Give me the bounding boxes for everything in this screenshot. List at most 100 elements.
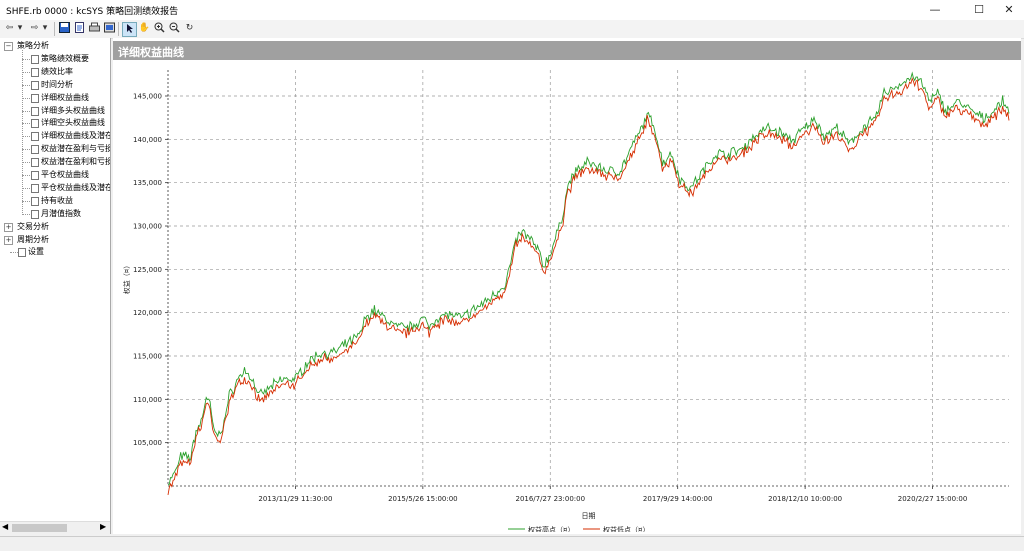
tree-item[interactable]: 权益潜在盈利和亏损 <box>41 157 111 167</box>
tree-item[interactable]: 权益潜在盈利与亏损 <box>41 144 111 154</box>
analysis-tree: − 策略分析策略绩效概要 绩效比率时间分析详细权益曲线详细多头权益曲线 详细空头权益曲… <box>0 38 111 534</box>
report-page-icon <box>31 183 39 193</box>
tree-item[interactable]: 时间分析 <box>41 79 73 89</box>
export-icon[interactable] <box>73 22 86 35</box>
y-tick-label: 140,000 <box>133 136 162 144</box>
y-tick-label: 130,000 <box>133 223 162 231</box>
tree-expander-icon[interactable]: + <box>4 222 13 232</box>
chart-panel: 详细权益曲线 105,000 110,000 115,000 120,000 125,0… <box>113 38 1021 534</box>
maximize-button[interactable]: ☐ <box>974 3 984 16</box>
tree-item[interactable]: 平仓权益曲线 <box>41 170 89 179</box>
chart-header: 详细权益曲线 <box>113 41 1021 60</box>
zoom-out-icon[interactable] <box>168 22 181 35</box>
tree-item-settings[interactable]: 设置 <box>28 247 44 257</box>
tree-expander-icon[interactable]: + <box>4 235 13 245</box>
y-tick-label: 105,000 <box>133 439 162 447</box>
tree-item[interactable]: 绩效比率 <box>41 66 73 76</box>
tree-connector <box>22 58 30 60</box>
tree-expander-icon[interactable]: − <box>4 42 13 51</box>
tree-horizontal-scrollbar[interactable]: ◀ ▶ <box>0 521 110 534</box>
tree-connector <box>22 84 30 86</box>
plot-area <box>168 70 1009 486</box>
tree-connector <box>22 200 30 202</box>
report-page-icon <box>31 171 39 180</box>
minimize-button[interactable]: — <box>929 3 941 16</box>
scroll-thumb[interactable] <box>12 524 67 532</box>
status-bar <box>0 536 1024 551</box>
y-tick-label: 135,000 <box>133 179 162 187</box>
scroll-left-icon[interactable]: ◀ <box>2 522 9 531</box>
report-page-icon <box>31 196 39 206</box>
save-icon[interactable] <box>58 22 71 35</box>
scroll-right-icon[interactable]: ▶ <box>100 522 107 531</box>
y-tick-label: 110,000 <box>133 396 162 404</box>
y-tick-label: 120,000 <box>133 309 162 317</box>
tree-item[interactable]: 详细多头权益曲线 <box>41 105 105 115</box>
tree-item[interactable]: 月潜值指数 <box>41 208 81 218</box>
back-icon[interactable]: ⇦ <box>5 23 14 33</box>
tree-connector <box>10 252 18 254</box>
dropdown-icon[interactable]: ▾ <box>17 23 23 33</box>
y-tick-label: 145,000 <box>133 93 162 101</box>
y-tick-label: 115,000 <box>133 353 162 361</box>
x-tick-label: 2013/11/29 11:30:00 <box>258 495 332 503</box>
title-bar: SHFE.rb 0000 : kcSYS 策略回测绩效报告 — ☐ ✕ <box>0 0 1024 20</box>
report-page-icon <box>31 145 39 155</box>
report-page-icon <box>31 158 39 168</box>
tree-connector <box>22 162 30 164</box>
report-page-icon <box>31 209 39 219</box>
hand-icon[interactable]: ✋ <box>138 23 151 33</box>
tree-connector <box>22 110 30 112</box>
x-tick-label: 2018/12/10 10:00:00 <box>768 495 842 503</box>
pointer-icon[interactable] <box>122 22 137 37</box>
report-page-icon <box>31 106 39 116</box>
tree-connector <box>22 123 30 125</box>
report-page-icon <box>31 132 39 142</box>
legend-label-high: 权益高点（¤） <box>528 525 574 532</box>
report-page-icon <box>31 67 39 77</box>
reset-icon[interactable]: ↻ <box>185 23 194 33</box>
tree-item[interactable]: 策略绩效概要 <box>41 53 89 63</box>
tree-connector <box>22 50 23 215</box>
tree-item[interactable]: 详细空头权益曲线 <box>41 118 105 128</box>
series-line-low <box>167 77 1010 495</box>
print-icon[interactable] <box>88 22 101 35</box>
x-tick-label: 2016/7/27 23:00:00 <box>515 495 585 503</box>
tree-connector <box>22 136 30 138</box>
close-button[interactable]: ✕ <box>1004 3 1014 16</box>
tree-connector <box>22 175 30 176</box>
tree-item[interactable]: 持有收益 <box>41 195 73 205</box>
toolbar-separator <box>54 22 55 36</box>
x-tick-label: 2020/2/27 15:00:00 <box>898 495 968 503</box>
settings-page-icon <box>18 248 26 258</box>
tree-connector <box>22 97 30 99</box>
report-page-icon <box>31 54 39 64</box>
toolbar: ⇦ ▾ ⇨ ▾ ✋ ↻ <box>0 20 1024 39</box>
y-tick-label: 125,000 <box>133 266 162 274</box>
x-tick-label: 2015/5/26 15:00:00 <box>388 495 458 503</box>
x-axis-label: 日期 <box>582 512 596 520</box>
tree-connector <box>22 149 30 151</box>
preview-icon[interactable] <box>103 22 116 35</box>
tree-item[interactable]: 详细权益曲线及潜在 <box>41 131 111 141</box>
tree-item[interactable]: 详细权益曲线 <box>41 92 89 102</box>
zoom-in-icon[interactable] <box>153 22 166 35</box>
dropdown-icon[interactable]: ▾ <box>42 23 48 33</box>
forward-icon[interactable]: ⇨ <box>30 23 39 33</box>
series-line-high <box>167 71 1010 486</box>
y-axis-label: 权益（¤） <box>122 262 131 294</box>
tree-group-label[interactable]: 交易分析 <box>17 221 49 231</box>
tree-item[interactable]: 平仓权益曲线及潜在 <box>41 182 111 192</box>
report-page-icon <box>31 93 39 103</box>
tree-group-label[interactable]: 策略分析 <box>17 41 49 50</box>
chart-header-title: 详细权益曲线 <box>118 46 184 59</box>
equity-chart[interactable]: 105,000 110,000 115,000 120,000 125,000 130,0… <box>113 62 1021 532</box>
tree-group-label[interactable]: 周期分析 <box>17 234 49 244</box>
legend-label-low: 权益低点（¤） <box>603 525 649 532</box>
window-title: SHFE.rb 0000 : kcSYS 策略回测绩效报告 <box>6 7 179 17</box>
tree-connector <box>22 71 30 73</box>
report-page-icon <box>31 80 39 90</box>
tree-connector <box>22 187 30 189</box>
report-page-icon <box>31 119 39 129</box>
x-tick-label: 2017/9/29 14:00:00 <box>643 495 713 503</box>
